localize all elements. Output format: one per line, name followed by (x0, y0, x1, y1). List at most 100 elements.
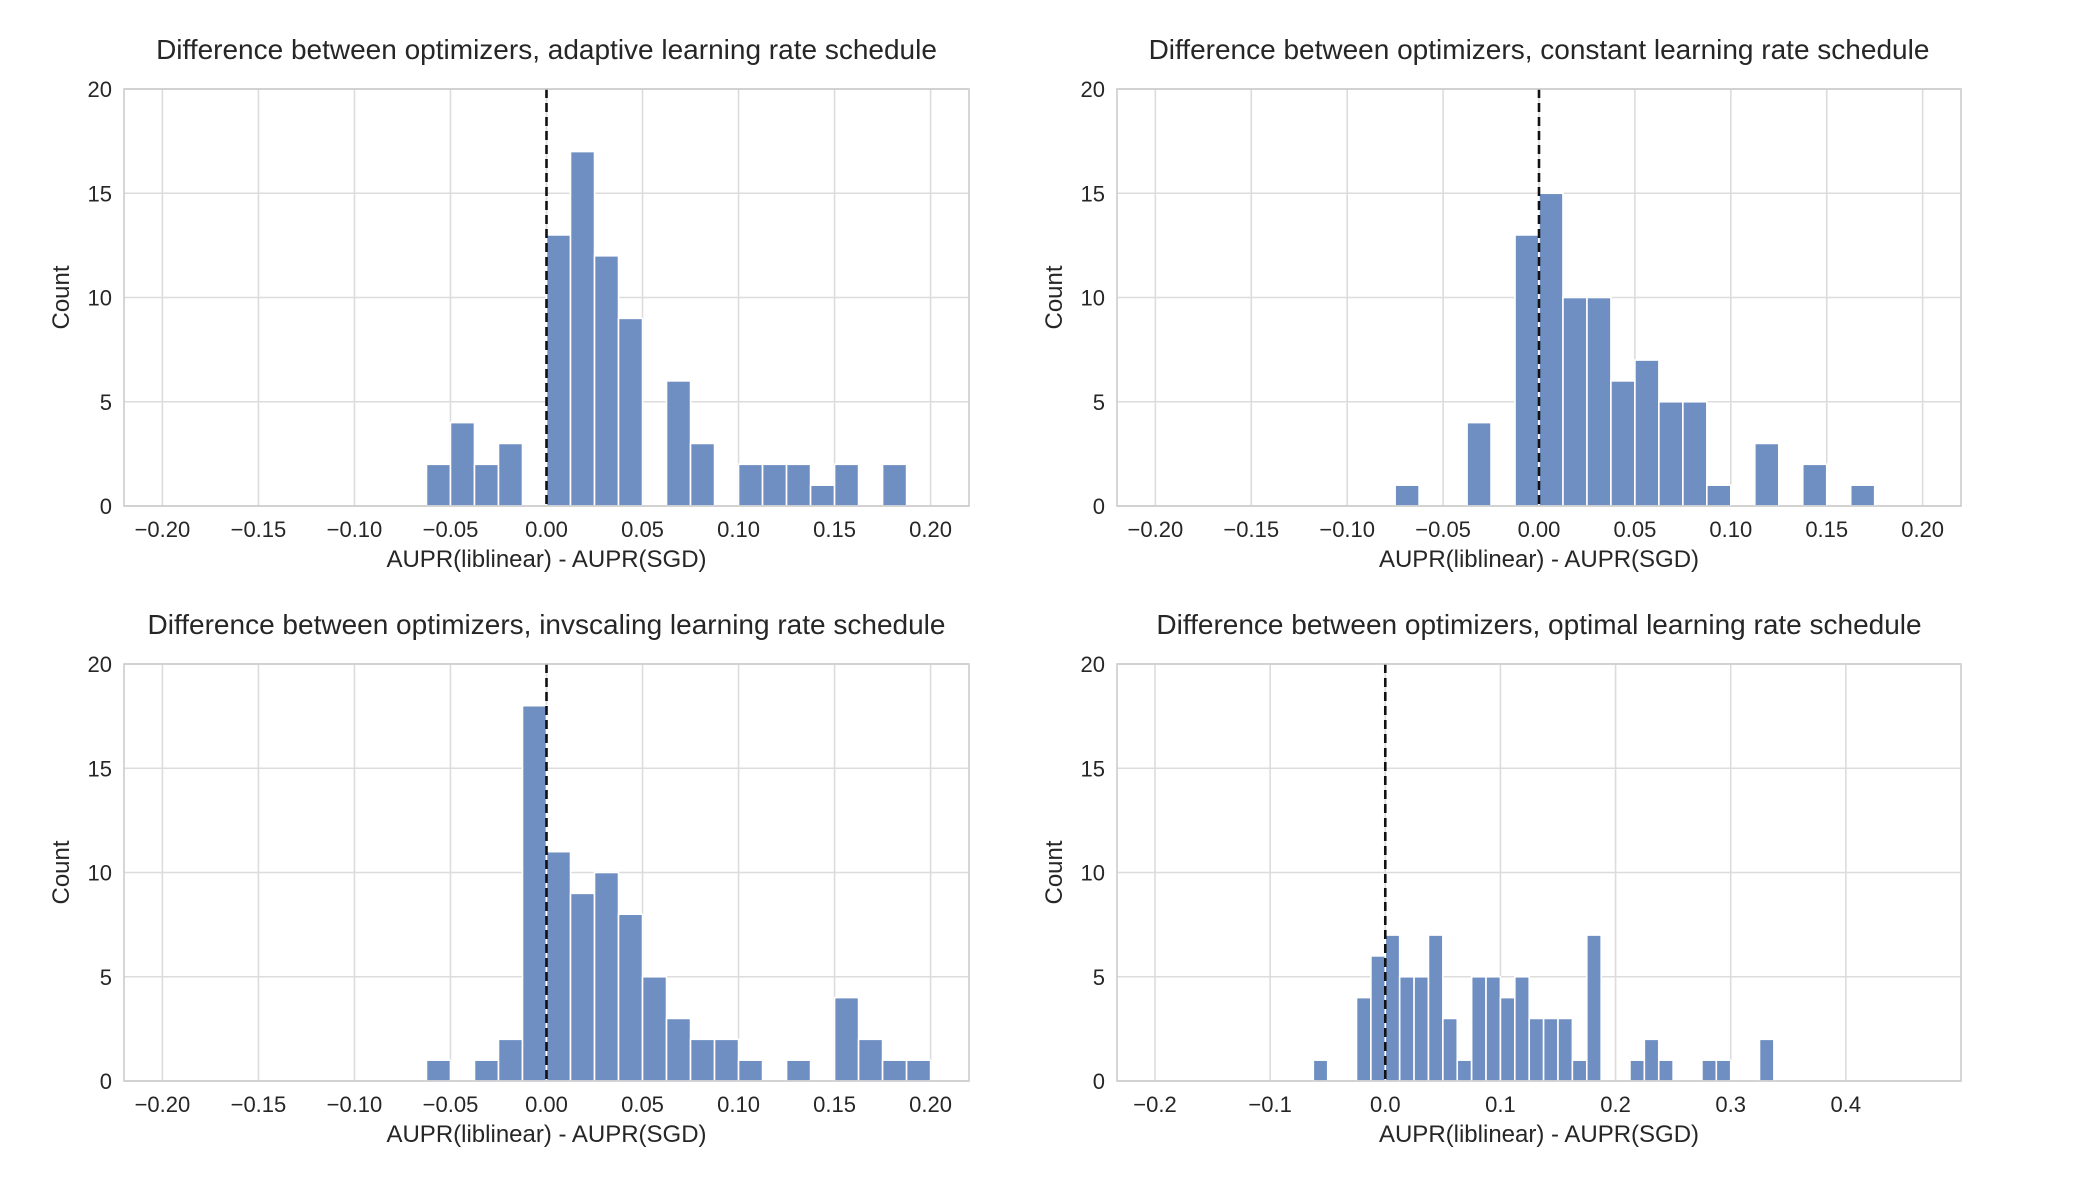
histogram-bar (737, 463, 764, 507)
histogram-bar (689, 1038, 716, 1082)
histogram-panel-3: −0.20 −0.15 −0.10 −0.05 0.00 0.05 0.10 0.15 0.20… (48, 609, 970, 1148)
histogram-bar (1355, 996, 1372, 1082)
histogram-bar (1427, 934, 1444, 1082)
histogram-bar (713, 1038, 740, 1082)
axes-frame (1116, 663, 1962, 1082)
y-tick-label: 20 (1081, 652, 1105, 677)
y-tick-label: 20 (88, 652, 112, 677)
histogram-bar (1715, 1059, 1732, 1082)
histogram-bar (1370, 955, 1387, 1082)
histogram-bar (449, 421, 476, 507)
histogram-bar (521, 704, 548, 1082)
x-tick-label: −0.2 (1133, 1092, 1176, 1117)
x-tick-label: 0.15 (813, 1092, 856, 1117)
histogram-bar (665, 380, 692, 507)
histogram-panel-1: −0.20 −0.15 −0.10 −0.05 0.00 0.05 0.10 0.15 0.20… (48, 34, 970, 573)
histogram-bar (1456, 1059, 1473, 1082)
axes-frame (1116, 88, 1962, 507)
histogram-bar (545, 234, 572, 507)
histogram-bar (785, 1059, 812, 1082)
x-tick-label: −0.15 (231, 1092, 287, 1117)
chart-title: Difference between optimizers, constant … (1149, 34, 1930, 65)
x-tick-label: 0.20 (909, 1092, 952, 1117)
y-tick-label: 20 (1081, 77, 1105, 102)
y-tick-label: 0 (100, 1069, 112, 1094)
y-tick-label: 0 (1093, 494, 1105, 519)
x-tick-label: 0.20 (909, 517, 952, 542)
y-tick-label: 5 (1093, 390, 1105, 415)
y-axis-label: Count (48, 840, 75, 904)
y-tick-label: 10 (88, 861, 112, 886)
y-tick-label: 10 (1081, 286, 1105, 311)
x-tick-label: 0.10 (1709, 517, 1752, 542)
histogram-bar (1542, 1017, 1559, 1082)
x-tick-label: 0.3 (1715, 1092, 1746, 1117)
histogram-bar (809, 484, 836, 507)
y-tick-label: 5 (100, 965, 112, 990)
histogram-bar (1538, 192, 1564, 507)
histogram-bar (1801, 463, 1828, 507)
histogram-bar (1586, 296, 1612, 507)
histogram-bar (545, 850, 572, 1082)
histogram-bar (881, 1059, 908, 1082)
chart-title: Difference between optimizers, invscalin… (148, 609, 946, 640)
y-axis-label: Count (1041, 265, 1068, 329)
x-tick-label: −0.20 (135, 517, 191, 542)
histogram-bar (1634, 359, 1660, 507)
histogram-bar (617, 913, 644, 1082)
x-tick-label: −0.10 (327, 1092, 383, 1117)
y-axis-label: Count (1041, 840, 1068, 904)
x-axis-label: AUPR(liblinear) - AUPR(SGD) (1379, 546, 1699, 573)
x-tick-label: 0.00 (525, 1092, 568, 1117)
histogram-bar (497, 1038, 524, 1082)
x-tick-label: −0.05 (1415, 517, 1471, 542)
histogram-bar (1629, 1059, 1646, 1082)
histogram-panel-2: −0.20 −0.15 −0.10 −0.05 0.00 0.05 0.10 0.15 0.20… (1041, 34, 1962, 573)
x-tick-label: 0.20 (1901, 517, 1944, 542)
chart-title: Difference between optimizers, adaptive … (156, 34, 937, 65)
histogram-bar (1312, 1059, 1329, 1082)
histogram-bar (1658, 400, 1684, 507)
histogram-bar (1753, 442, 1780, 507)
histogram-bar (569, 892, 596, 1082)
histogram-bar (497, 442, 524, 507)
y-tick-label: 15 (88, 756, 112, 781)
x-tick-label: −0.10 (1319, 517, 1375, 542)
y-tick-label: 5 (100, 390, 112, 415)
x-tick-label: 0.4 (1831, 1092, 1862, 1117)
bars (425, 150, 908, 507)
x-tick-label: −0.15 (231, 517, 287, 542)
axes-frame (123, 88, 970, 507)
histogram-bar (1514, 234, 1540, 507)
histogram-bar (1514, 975, 1531, 1082)
histogram-bar (641, 975, 668, 1082)
x-tick-label: 0.00 (1518, 517, 1561, 542)
x-tick-label: 0.15 (813, 517, 856, 542)
y-tick-label: 0 (1093, 1069, 1105, 1094)
histogram-bar (737, 1059, 764, 1082)
histogram-bar (569, 150, 596, 507)
x-axis-label: AUPR(liblinear) - AUPR(SGD) (386, 1121, 706, 1148)
histogram-bar (1657, 1059, 1674, 1082)
y-tick-label: 5 (1093, 965, 1105, 990)
histogram-bar (1701, 1059, 1718, 1082)
y-axis-label: Count (48, 265, 75, 329)
x-tick-label: −0.05 (423, 1092, 479, 1117)
histogram-bar (881, 463, 908, 507)
x-tick-label: −0.1 (1248, 1092, 1291, 1117)
histogram-bar (665, 1017, 692, 1082)
y-tick-label: 15 (1081, 181, 1105, 206)
x-tick-label: −0.15 (1223, 517, 1279, 542)
histogram-bar (1384, 934, 1401, 1082)
x-tick-label: −0.20 (1128, 517, 1184, 542)
histogram-bar (1682, 400, 1708, 507)
x-tick-label: 0.15 (1805, 517, 1848, 542)
histogram-panel-4: −0.2 −0.1 0.0 0.1 0.2 0.3 0.4 0 5 10 15 20 AUPR(libl… (1041, 609, 1962, 1148)
histogram-bar (833, 463, 860, 507)
histogram-bar (473, 1059, 500, 1082)
histogram-bar (425, 463, 452, 507)
histogram-bar (593, 871, 620, 1082)
axes-frame (123, 663, 970, 1082)
histogram-bar (1442, 1017, 1459, 1082)
x-tick-label: 0.05 (621, 517, 664, 542)
